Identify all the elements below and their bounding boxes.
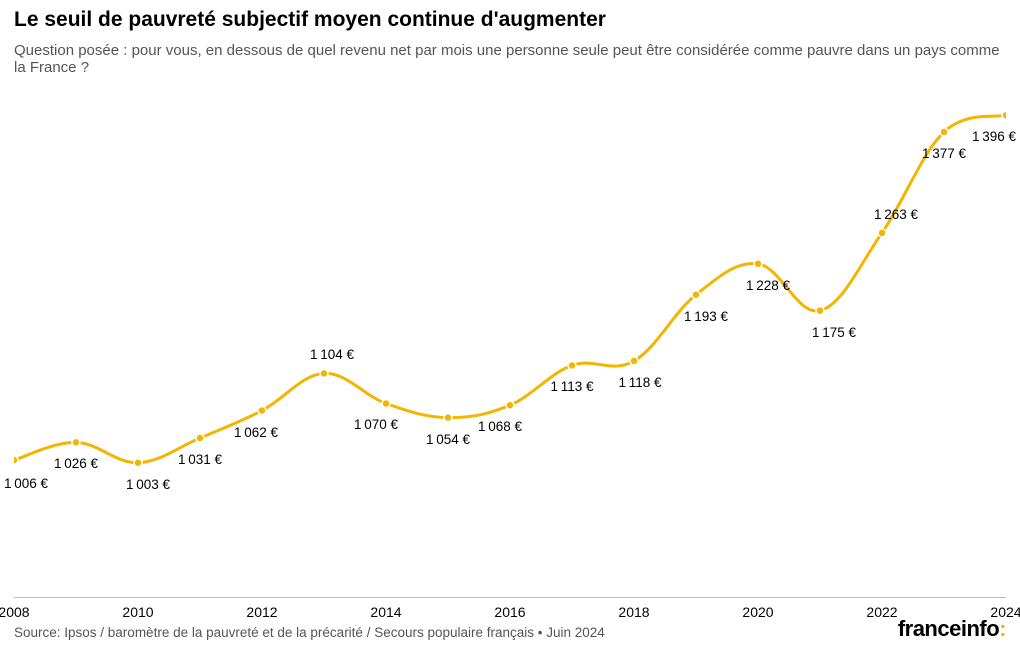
brand-logo: franceinfo: — [898, 616, 1006, 642]
brand-text: franceinfo — [898, 616, 999, 641]
data-label: 1 006 € — [4, 476, 48, 491]
page-title: Le seuil de pauvreté subjectif moyen con… — [14, 8, 606, 32]
brand-colon-icon: : — [999, 616, 1006, 641]
series-line — [14, 115, 1006, 463]
data-marker — [444, 414, 452, 422]
data-marker — [568, 361, 576, 369]
data-label: 1 118 € — [619, 375, 662, 390]
data-label: 1 113 € — [551, 379, 594, 394]
chart-area: 1 006 €1 026 €1 003 €1 031 €1 062 €1 104… — [14, 94, 1006, 598]
data-label: 1 003 € — [126, 477, 170, 492]
data-label: 1 263 € — [874, 207, 918, 222]
data-marker — [320, 369, 328, 377]
data-label: 1 104 € — [310, 347, 354, 362]
data-marker — [816, 307, 824, 315]
data-label: 1 031 € — [178, 452, 222, 467]
data-label: 1 070 € — [354, 417, 398, 432]
data-label: 1 068 € — [478, 419, 522, 434]
source-text: Source: Ipsos / baromètre de la pauvreté… — [14, 625, 605, 640]
chart-subtitle: Question posée : pour vous, en dessous d… — [14, 42, 1006, 76]
data-marker — [382, 399, 390, 407]
data-label: 1 193 € — [684, 309, 728, 324]
data-marker — [14, 456, 18, 464]
data-label: 1 175 € — [812, 325, 856, 340]
data-marker — [878, 229, 886, 237]
line-chart-svg — [14, 94, 1006, 598]
data-marker — [692, 291, 700, 299]
data-marker — [1002, 111, 1006, 119]
data-marker — [630, 357, 638, 365]
data-marker — [506, 401, 514, 409]
data-marker — [134, 459, 142, 467]
data-marker — [258, 407, 266, 415]
data-marker — [754, 260, 762, 268]
data-label: 1 026 € — [54, 456, 98, 471]
data-marker — [72, 438, 80, 446]
data-label: 1 396 € — [972, 129, 1016, 144]
data-label: 1 377 € — [922, 146, 966, 161]
data-label: 1 054 € — [426, 432, 470, 447]
data-marker — [196, 434, 204, 442]
data-marker — [940, 128, 948, 136]
data-label: 1 228 € — [746, 278, 790, 293]
data-label: 1 062 € — [234, 425, 278, 440]
